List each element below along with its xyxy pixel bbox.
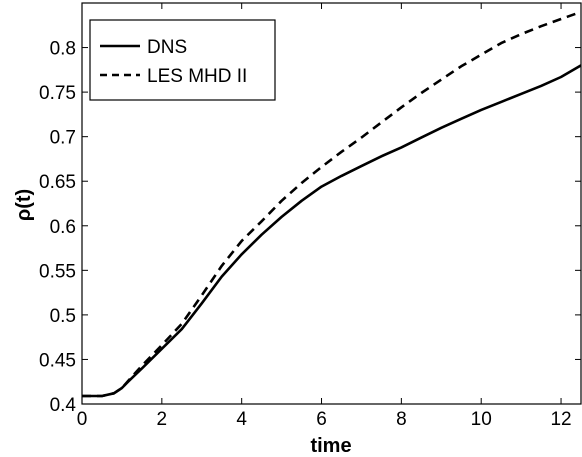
x-tick-label: 2 [157,409,168,430]
y-tick-label: 0.8 [50,39,76,60]
y-tick-label: 0.45 [39,350,76,371]
y-tick-label: 0.7 [50,128,76,149]
y-tick-label: 0.6 [50,217,76,238]
y-tick-label: 0.5 [50,306,76,327]
x-tick-label: 12 [550,409,571,430]
x-tick-label: 10 [471,409,492,430]
x-tick-label: 6 [316,409,327,430]
y-axis-label: ρ(t) [13,189,35,221]
x-tick-label: 8 [396,409,407,430]
x-axis-label: time [310,435,351,457]
x-tick-label: 4 [236,409,247,430]
y-tick-label: 0.75 [39,83,76,104]
axis-ticks: 0 2 4 6 8 10 12 0.4 0.45 0.5 0.55 0.6 0.65 0.7 0.75 0.8 [39,3,581,430]
legend-box [89,19,276,101]
series-line-les-mhd-ii [82,10,581,398]
y-tick-label: 0.65 [39,172,76,193]
series-lines [82,10,581,398]
y-tick-label: 0.55 [39,261,76,282]
x-tick-label: 0 [77,409,88,430]
legend-label-les: LES MHD II [147,66,247,87]
y-tick-label: 0.4 [50,395,77,416]
legend-label-dns: DNS [147,37,187,58]
legend: DNS LES MHD II [89,19,276,101]
